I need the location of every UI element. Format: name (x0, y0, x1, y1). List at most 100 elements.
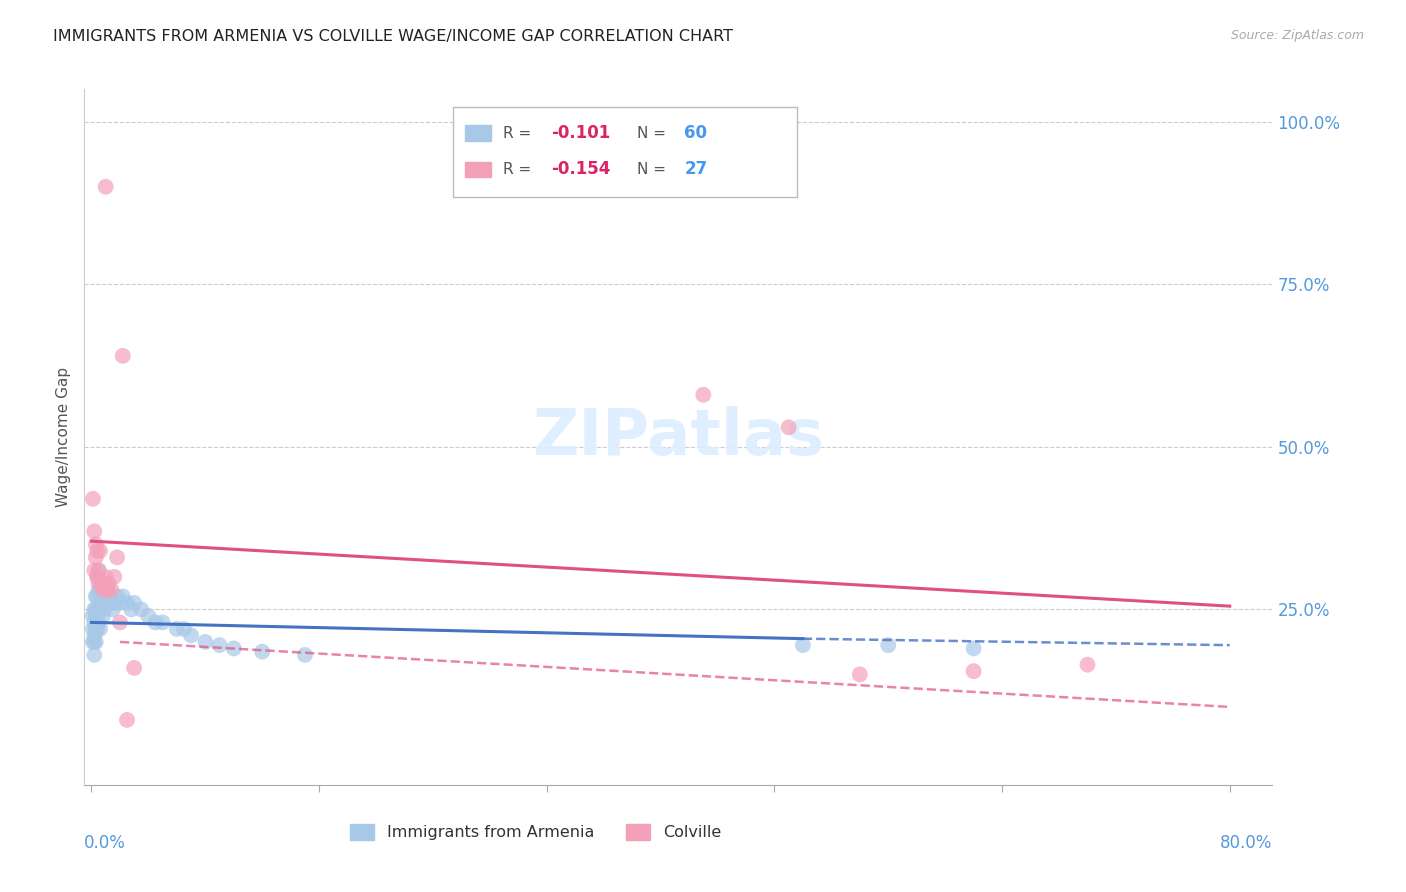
Point (792, 638, 814, 652)
Point (89, 602, 111, 616)
Point (84, 608, 107, 623)
Point (962, 641, 984, 656)
Point (122, 596, 145, 610)
Point (90, 576, 112, 591)
Point (82, 635, 104, 649)
Point (86, 544, 108, 558)
Point (96, 582, 118, 597)
Point (86, 570, 108, 584)
Point (84, 622, 107, 636)
Text: 80.0%: 80.0% (1220, 834, 1272, 852)
Point (84, 550, 107, 565)
Point (94, 570, 117, 584)
Point (294, 648, 316, 662)
Text: ZIPatlas: ZIPatlas (533, 406, 824, 468)
Point (87, 602, 110, 616)
Point (108, 615, 131, 630)
Point (91, 590, 114, 604)
Bar (464, 126, 491, 141)
Legend: Immigrants from Armenia, Colville: Immigrants from Armenia, Colville (344, 817, 728, 847)
Point (93, 582, 115, 597)
Point (120, 602, 142, 616)
Point (145, 615, 167, 630)
Point (86, 590, 108, 604)
Point (108, 596, 131, 610)
Point (83, 524, 105, 539)
Point (94, 179, 117, 194)
Text: N =: N = (637, 126, 671, 141)
Point (86, 608, 108, 623)
Point (100, 596, 122, 610)
Point (89, 544, 111, 558)
Point (93, 602, 115, 616)
Point (89, 582, 111, 597)
Point (122, 661, 145, 675)
Point (93, 576, 115, 591)
Text: R =: R = (502, 161, 536, 177)
Point (91, 608, 114, 623)
Point (83, 563, 105, 577)
Point (115, 596, 138, 610)
Point (692, 388, 714, 402)
Point (97, 576, 120, 591)
Point (111, 590, 134, 604)
Point (86, 570, 108, 584)
Point (90, 596, 112, 610)
Point (111, 349, 134, 363)
Point (962, 664, 984, 678)
Point (84, 602, 107, 616)
Point (87, 563, 110, 577)
Point (83, 635, 105, 649)
Point (103, 570, 125, 584)
Point (84, 590, 107, 604)
Point (94, 596, 117, 610)
Point (778, 420, 800, 434)
Point (94, 576, 117, 591)
Point (84, 537, 107, 551)
Point (96, 582, 118, 597)
Point (115, 713, 138, 727)
Bar (464, 161, 491, 177)
Point (91, 582, 114, 597)
Point (849, 667, 872, 681)
Point (87, 563, 110, 577)
Point (152, 615, 174, 630)
Text: 60: 60 (685, 124, 707, 142)
Point (82, 622, 104, 636)
Point (86, 622, 108, 636)
Point (250, 645, 273, 659)
Point (83, 602, 105, 616)
Point (84, 635, 107, 649)
Point (98, 590, 121, 604)
Point (1076, 657, 1098, 672)
Point (83, 648, 105, 662)
Point (105, 590, 128, 604)
Point (208, 638, 231, 652)
Point (82, 491, 104, 506)
Point (173, 622, 195, 636)
Point (105, 550, 128, 565)
Point (84, 622, 107, 636)
Point (166, 622, 188, 636)
Text: R =: R = (502, 126, 536, 141)
Point (87, 576, 110, 591)
Point (138, 608, 160, 623)
Point (87, 615, 110, 630)
Point (100, 582, 122, 597)
Point (87, 582, 110, 597)
Point (101, 602, 124, 616)
Point (222, 641, 245, 656)
Text: IMMIGRANTS FROM ARMENIA VS COLVILLE WAGE/INCOME GAP CORRELATION CHART: IMMIGRANTS FROM ARMENIA VS COLVILLE WAGE… (53, 29, 734, 44)
Text: -0.154: -0.154 (551, 161, 610, 178)
Point (129, 602, 152, 616)
Text: Source: ZipAtlas.com: Source: ZipAtlas.com (1230, 29, 1364, 42)
Point (83, 615, 105, 630)
Point (877, 638, 900, 652)
Text: -0.101: -0.101 (551, 124, 610, 142)
Text: 0.0%: 0.0% (84, 834, 127, 852)
Y-axis label: Wage/Income Gap: Wage/Income Gap (56, 367, 72, 508)
Point (103, 596, 125, 610)
Point (194, 635, 217, 649)
Point (89, 622, 111, 636)
Text: 27: 27 (685, 161, 707, 178)
